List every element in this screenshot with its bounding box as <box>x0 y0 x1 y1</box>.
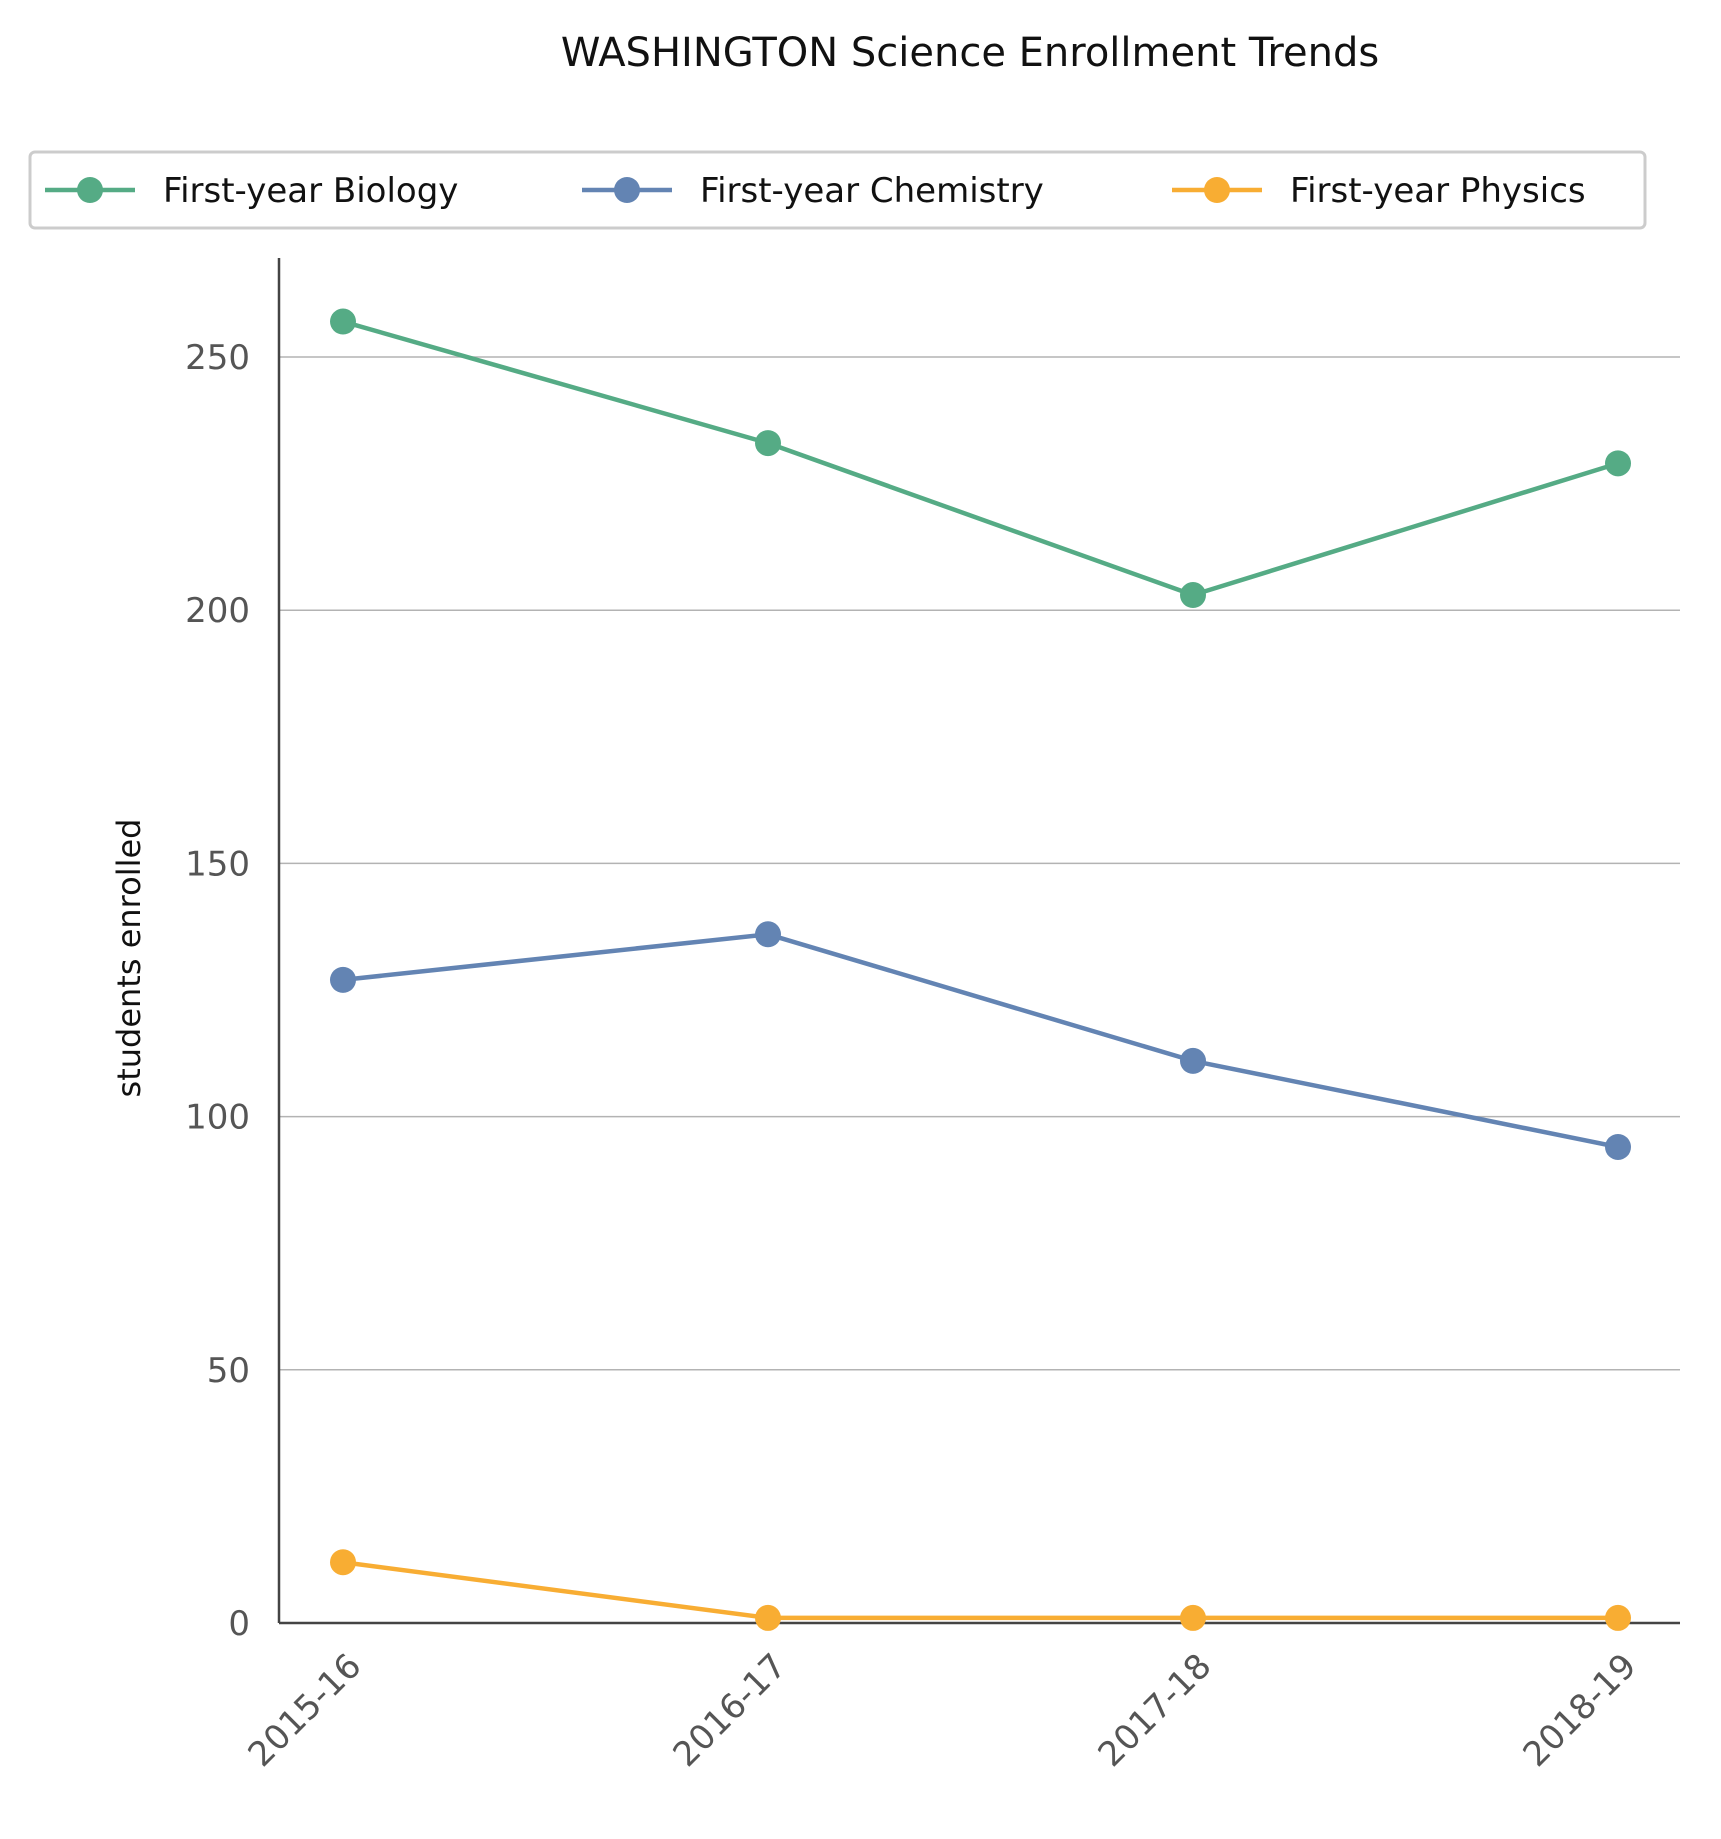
legend-label: First-year Physics <box>1290 171 1586 211</box>
data-point <box>755 430 781 457</box>
data-point <box>755 1604 781 1631</box>
data-point <box>1180 1047 1206 1074</box>
legend-marker <box>614 177 640 203</box>
series-line <box>342 319 1619 598</box>
legend: First-year Biology First-year Chemistry Fi… <box>28 150 1647 230</box>
data-point <box>1180 1604 1206 1631</box>
y-tick-label: 0 <box>228 1604 250 1644</box>
series-line <box>342 932 1619 1150</box>
series-line <box>342 1560 1618 1621</box>
legend-label: First-year Chemistry <box>700 171 1044 211</box>
y-tick-label: 250 <box>185 338 250 378</box>
data-point <box>330 966 356 993</box>
y-axis-label: students enrolled <box>110 819 148 1098</box>
y-tick-label: 50 <box>207 1351 250 1391</box>
grid-lines <box>279 356 1680 1371</box>
legend-label: First-year Biology <box>163 171 458 211</box>
y-tick-label: 200 <box>185 591 250 631</box>
legend-marker <box>77 177 103 203</box>
x-tick-labels: 2015-16 2016-17 2017-18 2018-19 <box>241 1646 1645 1775</box>
data-point <box>1605 1133 1631 1160</box>
chart-title: WASHINGTON Science Enrollment Trends <box>561 30 1379 76</box>
x-tick-label: 2016-17 <box>666 1646 795 1775</box>
y-tick-labels: 0 50 100 150 200 250 <box>185 338 250 1644</box>
legend-box <box>28 150 1647 230</box>
data-point <box>330 1549 356 1576</box>
y-tick-label: 100 <box>185 1098 250 1138</box>
y-tick-label: 150 <box>185 844 250 884</box>
data-point <box>330 308 356 335</box>
legend-marker <box>1204 177 1230 203</box>
x-tick-label: 2017-18 <box>1091 1646 1220 1775</box>
data-point <box>1180 582 1206 609</box>
axes <box>277 258 1680 1625</box>
data-point <box>1605 450 1631 477</box>
x-tick-label: 2015-16 <box>241 1646 370 1775</box>
x-tick-label: 2018-19 <box>1516 1646 1645 1775</box>
data-point <box>755 921 781 948</box>
data-point <box>1605 1604 1631 1631</box>
series-layer <box>330 308 1631 1631</box>
